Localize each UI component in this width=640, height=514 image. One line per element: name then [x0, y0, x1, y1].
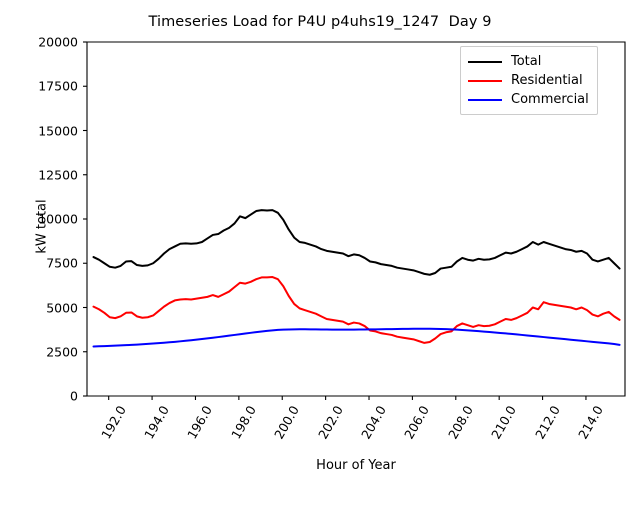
y-tick-label: 12500: [38, 167, 78, 183]
series-line-commercial: [92, 327, 621, 348]
y-tick-label: 5000: [46, 300, 78, 315]
y-tick-label: 15000: [38, 123, 78, 138]
axis-ticks: [83, 41, 587, 400]
legend-label: Residential: [511, 73, 583, 88]
chart-title: Timeseries Load for P4U p4uhs19_1247 Day…: [148, 14, 492, 30]
y-tick-label: 0: [70, 388, 78, 404]
chart-legend: Total Residential Commercial: [460, 46, 598, 115]
y-axis-label: kW total: [34, 199, 50, 254]
legend-label: Total: [511, 54, 542, 69]
chart-figure: Timeseries Load for P4U p4uhs19_1247 Day…: [34, 14, 626, 473]
y-tick-label: 7500: [46, 255, 78, 271]
legend-item: Commercial: [468, 90, 589, 109]
series-line-total: [92, 209, 621, 276]
series-line-residential: [92, 276, 621, 344]
legend-color-swatch: [468, 79, 502, 82]
data-lines: [92, 209, 621, 348]
legend-item: Residential: [468, 71, 589, 90]
y-tick-label: 10000: [38, 211, 78, 227]
y-tick-label: 17500: [38, 78, 78, 94]
legend-label: Commercial: [511, 92, 589, 107]
plot-canvas: [83, 41, 626, 400]
legend-color-swatch: [468, 98, 502, 101]
legend-color-swatch: [468, 60, 502, 63]
x-axis-label: Hour of Year: [316, 458, 396, 473]
legend-item: Total: [468, 52, 589, 71]
axes-frame: [86, 41, 626, 397]
axes-spines: [86, 41, 626, 397]
y-tick-label: 2500: [46, 344, 78, 360]
y-tick-label: 20000: [38, 34, 78, 50]
